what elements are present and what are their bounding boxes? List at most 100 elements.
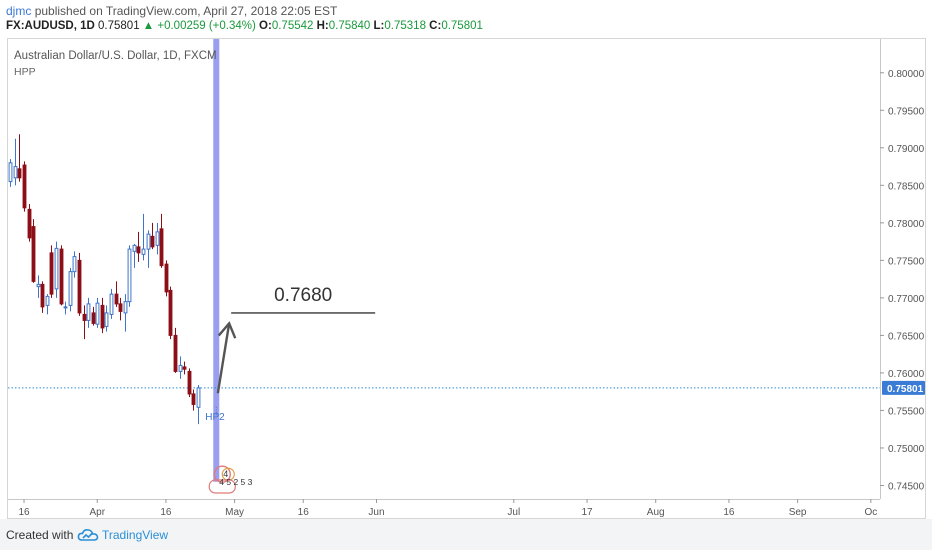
marker-digits: 4 5 2 5 3: [219, 477, 252, 487]
change-value: ▲ +0.00259 (+0.34%): [142, 20, 256, 32]
chart-header: djmc published on TradingView.com, April…: [0, 0, 932, 38]
candle-body[interactable]: [114, 293, 119, 305]
marker-pill: [208, 479, 236, 494]
high-label: H:: [316, 20, 329, 32]
x-tick-label: May: [225, 507, 244, 518]
candle-body[interactable]: [191, 393, 196, 405]
y-tick-label: 0.76000: [888, 369, 925, 380]
candle-body[interactable]: [91, 312, 96, 324]
candle-body[interactable]: [8, 162, 13, 183]
candle-body[interactable]: [155, 231, 160, 246]
candle-body[interactable]: [173, 334, 178, 372]
low-label: L:: [373, 20, 385, 32]
candle-body[interactable]: [164, 263, 169, 293]
candle-body[interactable]: [54, 247, 59, 290]
open-value: 0.75542: [271, 20, 314, 32]
y-tick-label: 0.75000: [888, 444, 925, 455]
candle-body[interactable]: [77, 259, 82, 314]
candle-body[interactable]: [45, 295, 50, 306]
candle-body[interactable]: [146, 233, 151, 250]
candle-body[interactable]: [82, 313, 87, 321]
last-price: 0.75801: [98, 20, 140, 32]
candle-body[interactable]: [168, 289, 173, 336]
x-tick-label: 16: [298, 507, 310, 518]
candle-body[interactable]: [17, 168, 22, 179]
x-tick-label: Aug: [647, 507, 665, 518]
x-tick-label: 16: [160, 507, 172, 518]
symbol-label: FX:AUDUSD, 1D: [6, 20, 95, 32]
candle-body[interactable]: [22, 164, 27, 209]
tradingview-cloud-icon[interactable]: [77, 527, 99, 543]
candle-body[interactable]: [104, 312, 109, 327]
y-tick-label: 0.79000: [888, 144, 925, 155]
candle-body[interactable]: [136, 246, 141, 254]
publish-info: djmc published on TradingView.com, April…: [6, 4, 337, 18]
candle-body[interactable]: [187, 370, 192, 395]
y-tick-label: 0.78000: [888, 219, 925, 230]
hp2-label: HP2: [205, 412, 225, 423]
low-value: 0.75318: [384, 20, 426, 32]
candle-body[interactable]: [36, 283, 41, 288]
x-tick-label: 17: [581, 507, 593, 518]
candle-body[interactable]: [13, 166, 18, 179]
marker-circle: [213, 465, 231, 483]
y-tick-label: 0.77500: [888, 256, 925, 267]
candle-body[interactable]: [109, 293, 114, 315]
y-tick-label: 0.79500: [888, 106, 925, 117]
y-tick-label: 0.75500: [888, 406, 925, 417]
tradingview-brand[interactable]: TradingView: [102, 528, 169, 542]
last-price-tag: [882, 380, 925, 395]
publish-text: published on TradingView.com, April 27, …: [34, 4, 338, 18]
hpp-highlight-band: [213, 39, 220, 482]
price-chart[interactable]: HP2 44 5 2 5 3 0.7680 0.80000 0.79500 0.7900…: [8, 39, 927, 520]
y-tick-label: 0.80000: [888, 69, 925, 80]
candle-body[interactable]: [31, 226, 36, 282]
candle-body[interactable]: [159, 228, 164, 267]
candle-body[interactable]: [141, 248, 146, 255]
arrow-head: [217, 321, 237, 339]
candle-body[interactable]: [196, 387, 201, 408]
arrow-shaft: [216, 323, 231, 394]
y-tick-label: 0.76500: [888, 331, 925, 342]
open-label: O:: [259, 20, 272, 32]
x-tick-label: Oc: [864, 507, 877, 518]
x-tick-label: 16: [723, 507, 735, 518]
indicator-label: HPP: [14, 66, 36, 78]
candle-body[interactable]: [68, 271, 73, 306]
candle-body[interactable]: [178, 364, 183, 372]
candle-body[interactable]: [132, 244, 137, 252]
y-tick-label: 0.74500: [888, 481, 925, 492]
candle-body[interactable]: [150, 235, 155, 248]
candle-body[interactable]: [100, 304, 105, 329]
candle-body[interactable]: [127, 248, 132, 303]
close-label: C:: [429, 20, 442, 32]
footer-bar: Created with TradingView: [0, 519, 932, 550]
candle-body[interactable]: [59, 248, 64, 305]
x-tick-label: Apr: [89, 507, 105, 518]
high-value: 0.75840: [328, 20, 371, 32]
candle-body[interactable]: [72, 256, 77, 273]
candle-body[interactable]: [182, 366, 187, 370]
candle-body[interactable]: [27, 208, 32, 239]
candle-body[interactable]: [49, 252, 54, 295]
candle-body[interactable]: [63, 306, 68, 309]
chart-frame[interactable]: HP2 4 4 5 2 5 3 0.7680 0.80000 0.79500 0.7900…: [7, 38, 926, 519]
chart-legend-title: Australian Dollar/U.S. Dollar, 1D, FXCM: [14, 50, 217, 62]
x-tick-label: 16: [18, 507, 30, 518]
last-price-tag-label: 0.75801: [887, 384, 924, 395]
x-tick-label: Jul: [507, 507, 520, 518]
marker-number: 4: [223, 469, 228, 479]
author-link[interactable]: djmc: [6, 4, 32, 18]
candle-body[interactable]: [95, 302, 100, 325]
x-tick-label: Sep: [789, 507, 807, 518]
close-value: 0.75801: [441, 20, 483, 32]
candle-body[interactable]: [86, 303, 91, 321]
candle-body[interactable]: [40, 283, 45, 308]
candle-body[interactable]: [123, 301, 128, 314]
quote-line: FX:AUDUSD, 1D 0.75801 ▲ +0.00259 (+0.34%…: [6, 20, 483, 32]
y-tick-label: 0.77000: [888, 294, 925, 305]
target-label: 0.7680: [274, 285, 332, 306]
y-tick-label: 0.78500: [888, 181, 925, 192]
created-with-text: Created with: [6, 528, 74, 542]
candle-body[interactable]: [118, 303, 123, 312]
